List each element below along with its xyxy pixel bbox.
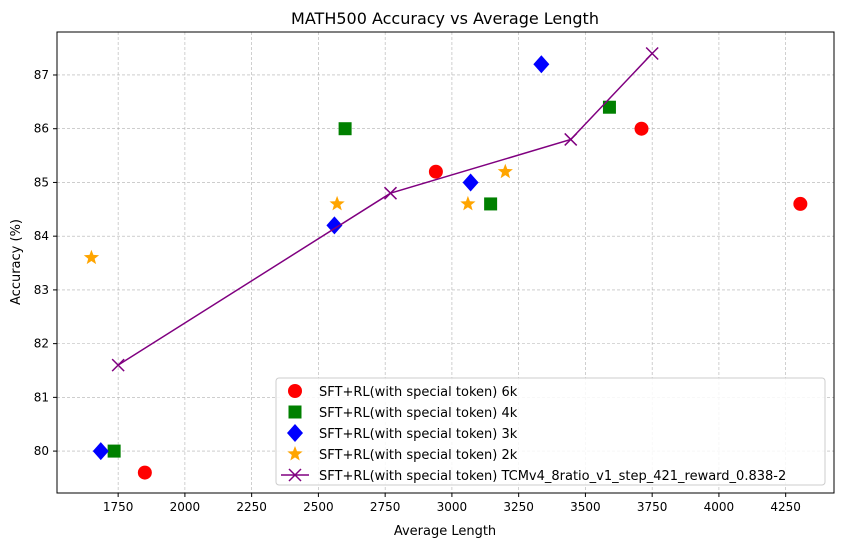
y-axis-label: Accuracy (%) (9, 219, 24, 305)
legend-label: SFT+RL(with special token) 3k (319, 427, 518, 442)
x-tick-label: 2000 (170, 500, 201, 514)
data-point-square (338, 122, 352, 136)
data-point-x (383, 186, 398, 200)
x-tick-label: 4250 (770, 500, 801, 514)
data-point-diamond (462, 173, 479, 192)
x-tick-label: 3750 (637, 500, 668, 514)
series-line (117, 52, 653, 366)
data-point-x (564, 132, 578, 146)
data-point-diamond (326, 216, 343, 235)
y-tick-label: 84 (34, 229, 49, 243)
x-tick-label: 2750 (370, 500, 401, 514)
data-point-circle (793, 196, 808, 211)
x-tick-label: 4000 (704, 500, 735, 514)
y-tick-label: 85 (34, 175, 49, 189)
y-tick-label: 82 (34, 337, 49, 351)
y-tick-label: 87 (34, 68, 49, 82)
data-point-x (111, 358, 125, 372)
y-tick-label: 83 (34, 283, 49, 297)
data-point-diamond (92, 442, 109, 461)
data-point-circle (428, 164, 443, 179)
legend-box (275, 377, 826, 486)
data-point-square (484, 197, 498, 211)
x-tick-label: 2500 (303, 500, 334, 514)
data-point-star (497, 163, 513, 179)
data-point-x (645, 46, 659, 61)
legend-label: SFT+RL(with special token) 2k (319, 448, 518, 463)
legend-marker-x (288, 468, 302, 482)
plot-frame (56, 31, 835, 494)
legend-marker-square (288, 405, 302, 419)
y-tick-label: 86 (34, 122, 49, 136)
data-point-diamond (533, 55, 550, 74)
legend-label: SFT+RL(with special token) TCMv4_8ratio_… (319, 469, 786, 484)
data-point-square (602, 100, 616, 114)
x-tick-label: 3000 (437, 500, 468, 514)
x-tick-label: 3500 (570, 500, 601, 514)
legend-label: SFT+RL(with special token) 6k (319, 385, 518, 400)
data-point-circle (634, 121, 649, 136)
x-tick-label: 2250 (236, 500, 267, 514)
ticks: 1750 2000 2250 2500 2750 3000 3250 3500 3750 4000… (34, 68, 801, 514)
x-tick-label: 3250 (503, 500, 534, 514)
data-point-square (107, 444, 121, 458)
legend: SFT+RL(with special token) 6k SFT+RL(with… (275, 377, 826, 486)
y-tick-label: 81 (34, 390, 49, 404)
x-tick-label: 1750 (103, 500, 134, 514)
legend-marker-star (287, 446, 303, 461)
y-tick-label: 80 (34, 444, 49, 458)
data-point-star (329, 195, 345, 211)
legend-marker-circle (288, 384, 302, 398)
legend-marker-diamond (287, 424, 303, 442)
data-point-circle (137, 465, 152, 480)
x-axis-label: Average Length (394, 524, 496, 539)
data-point-star (83, 249, 100, 265)
legend-label: SFT+RL(with special token) 4k (319, 406, 518, 421)
data-marks (83, 46, 808, 480)
chart-title: MATH500 Accuracy vs Average Length (291, 9, 599, 28)
data-point-star (460, 195, 476, 211)
